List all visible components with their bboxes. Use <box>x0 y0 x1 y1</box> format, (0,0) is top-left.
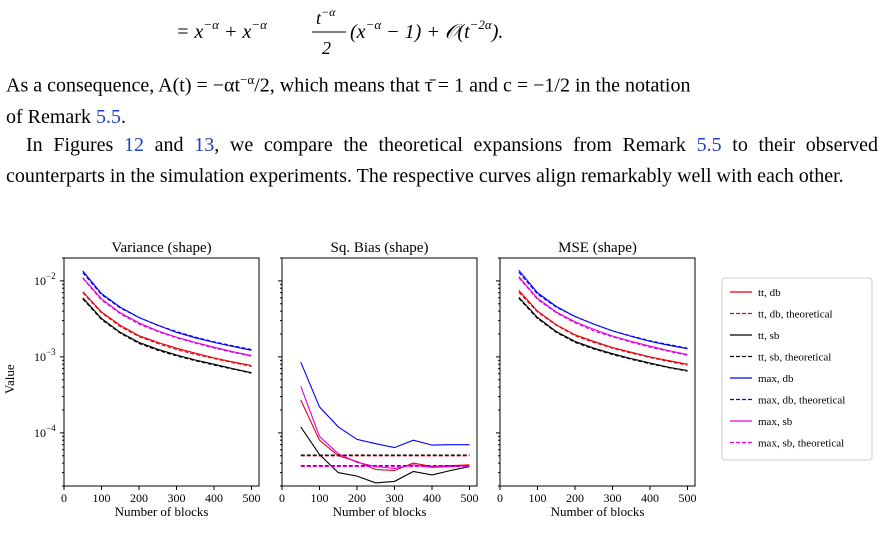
p2-text-b: , we compare the theoretical expansions … <box>214 134 697 156</box>
x-tick-label: 0 <box>279 491 285 505</box>
series-line-tt-db <box>82 291 252 367</box>
p1-sup: −α <box>240 72 255 87</box>
x-tick-label: 500 <box>679 491 697 505</box>
eq-frac-num: t−α <box>316 5 336 28</box>
legend-label: max, sb, theoretical <box>758 438 844 450</box>
equation-svg: = x−α + x−α t−α 2 (x−α − 1) + 𝒪(t−2α). <box>176 5 503 58</box>
figure-12-link[interactable]: 12 <box>124 134 144 156</box>
x-tick-label: 500 <box>461 491 479 505</box>
p1-text-a: As a consequence, A(t) = −αt <box>6 74 241 97</box>
series-line-tt-sb <box>300 426 470 484</box>
x-tick-label: 0 <box>61 491 67 505</box>
x-tick-label: 100 <box>529 491 547 505</box>
chart-title: Variance (shape) <box>111 240 211 256</box>
x-tick-label: 100 <box>93 491 111 505</box>
p2-text-c: to their observed counterparts in the si… <box>6 134 879 187</box>
equation: = x−α + x−α t−α 2 (x−α − 1) + 𝒪(t−2α). <box>176 2 576 70</box>
series-line-max-db <box>300 361 470 449</box>
series-line-tt-db-theoretical <box>82 292 252 367</box>
legend-label: tt, sb <box>758 330 780 342</box>
series-line-tt-sb <box>82 297 252 374</box>
eq-part2: (x−α − 1) + 𝒪(t−2α). <box>350 17 503 43</box>
paragraph-1: As a consequence, A(t) = −αt−α/2, which … <box>6 64 878 133</box>
x-tick-label: 400 <box>205 491 223 505</box>
x-tick-label: 300 <box>604 491 622 505</box>
legend-label: max, db <box>758 373 794 385</box>
y-tick-label: 10−4 <box>34 423 56 440</box>
x-tick-label: 300 <box>386 491 404 505</box>
figure: Value Variance (shape) Number of blocks 0 1… <box>2 240 873 519</box>
series-line-tt-sb <box>518 296 688 372</box>
chart-panel-1: Variance (shape) Number of blocks 0 100 200 3… <box>34 240 261 519</box>
x-tick-label: 400 <box>641 491 659 505</box>
x-tick-label: 0 <box>497 491 503 505</box>
series-line-max-sb-theoretical <box>82 277 252 357</box>
legend-label: tt, sb, theoretical <box>758 352 831 364</box>
chart-panel-3: MSE (shape) Number of blocks 0 100 200 300 400… <box>496 240 697 519</box>
legend-label: max, db, theoretical <box>758 395 845 407</box>
remark-link[interactable]: 5.5 <box>95 105 121 128</box>
remark-link-2[interactable]: 5.5 <box>696 134 722 156</box>
series-line-tt-db-theoretical <box>518 291 688 366</box>
series-line-max-db-theoretical <box>518 271 688 349</box>
p1-text-c: of Remark <box>6 105 96 128</box>
series-line-max-db <box>518 269 688 350</box>
series-line-tt-db <box>300 399 470 472</box>
figure-13-link[interactable]: 13 <box>194 134 215 156</box>
eq-frac-den: 2 <box>322 38 331 58</box>
plot-frame <box>281 257 478 487</box>
plot-frame <box>499 257 696 487</box>
paragraph-2: In Figures 12 and 13, we compare the the… <box>6 130 878 192</box>
x-axis-label: Number of blocks <box>333 504 427 519</box>
y-tick-label: 10−2 <box>34 271 56 288</box>
plot-frame <box>63 257 260 487</box>
p1-end: . <box>120 105 126 128</box>
x-tick-label: 400 <box>423 491 441 505</box>
x-axis-label: Number of blocks <box>115 504 209 519</box>
series-line-max-sb <box>82 277 252 357</box>
x-tick-label: 500 <box>243 491 261 505</box>
series-line-tt-sb-theoretical <box>518 297 688 372</box>
series-line-max-sb-theoretical <box>518 277 688 356</box>
chart-panel-2: Sq. Bias (shape) Number of blocks 0 100 200 3… <box>278 240 479 519</box>
x-axis-label: Number of blocks <box>551 504 645 519</box>
p2-text-a: In Figures <box>26 134 124 156</box>
y-tick-label: 10−3 <box>34 347 56 364</box>
y-axis-label: Value <box>2 364 17 394</box>
series-line-tt-db <box>518 290 688 365</box>
series-line-tt-sb-theoretical <box>82 298 252 374</box>
x-tick-label: 200 <box>130 491 148 505</box>
series-line-max-db-theoretical <box>82 272 252 351</box>
x-tick-label: 200 <box>348 491 366 505</box>
p1-text-b: /2, which means that τ̄ = 1 and c = −1/2… <box>254 74 691 97</box>
legend-label: max, sb <box>758 416 793 428</box>
x-tick-label: 300 <box>168 491 186 505</box>
eq-part1: = x−α + x−α <box>176 17 268 43</box>
series-line-max-sb <box>518 276 688 356</box>
chart-title: MSE (shape) <box>558 240 637 256</box>
p2-and: and <box>144 134 195 156</box>
legend-label: tt, db <box>758 287 781 299</box>
x-tick-label: 100 <box>311 491 329 505</box>
legend-label: tt, db, theoretical <box>758 309 833 321</box>
legend-box <box>721 277 873 461</box>
chart-title: Sq. Bias (shape) <box>331 240 429 256</box>
x-tick-label: 200 <box>566 491 584 505</box>
series-line-max-db <box>82 270 252 351</box>
